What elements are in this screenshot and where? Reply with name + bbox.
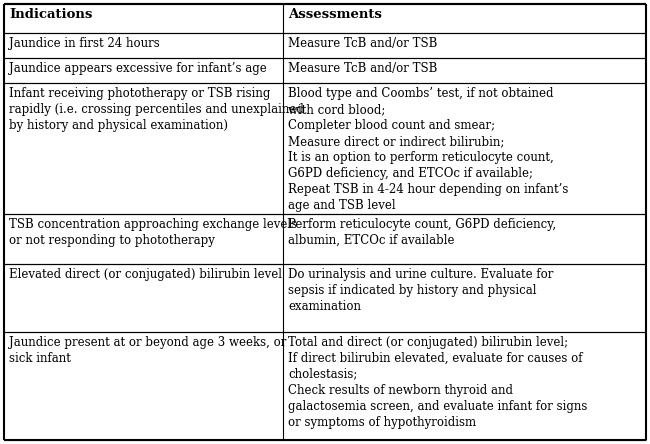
Text: Do urinalysis and urine culture. Evaluate for
sepsis if indicated by history and: Do urinalysis and urine culture. Evaluat… (288, 268, 554, 313)
Text: Measure TcB and/or TSB: Measure TcB and/or TSB (288, 62, 437, 75)
Text: Jaundice appears excessive for infant’s age: Jaundice appears excessive for infant’s … (9, 62, 266, 75)
Text: Infant receiving phototherapy or TSB rising
rapidly (i.e. crossing percentiles a: Infant receiving phototherapy or TSB ris… (9, 87, 304, 132)
Text: Total and direct (or conjugated) bilirubin level;
If direct bilirubin elevated, : Total and direct (or conjugated) bilirub… (288, 336, 588, 428)
Text: Measure TcB and/or TSB: Measure TcB and/or TSB (288, 37, 437, 50)
Text: Assessments: Assessments (288, 8, 382, 21)
Text: Blood type and Coombs’ test, if not obtained
with cord blood;
Completer blood co: Blood type and Coombs’ test, if not obta… (288, 87, 569, 212)
Text: Perform reticulocyte count, G6PD deficiency,
albumin, ETCOc if available: Perform reticulocyte count, G6PD deficie… (288, 218, 556, 247)
Text: Elevated direct (or conjugated) bilirubin level: Elevated direct (or conjugated) bilirubi… (9, 268, 282, 281)
Text: TSB concentration approaching exchange levels
or not responding to phototherapy: TSB concentration approaching exchange l… (9, 218, 297, 247)
Text: Jaundice in first 24 hours: Jaundice in first 24 hours (9, 37, 160, 50)
Text: Indications: Indications (9, 8, 92, 21)
Text: Jaundice present at or beyond age 3 weeks, or
sick infant: Jaundice present at or beyond age 3 week… (9, 336, 287, 365)
